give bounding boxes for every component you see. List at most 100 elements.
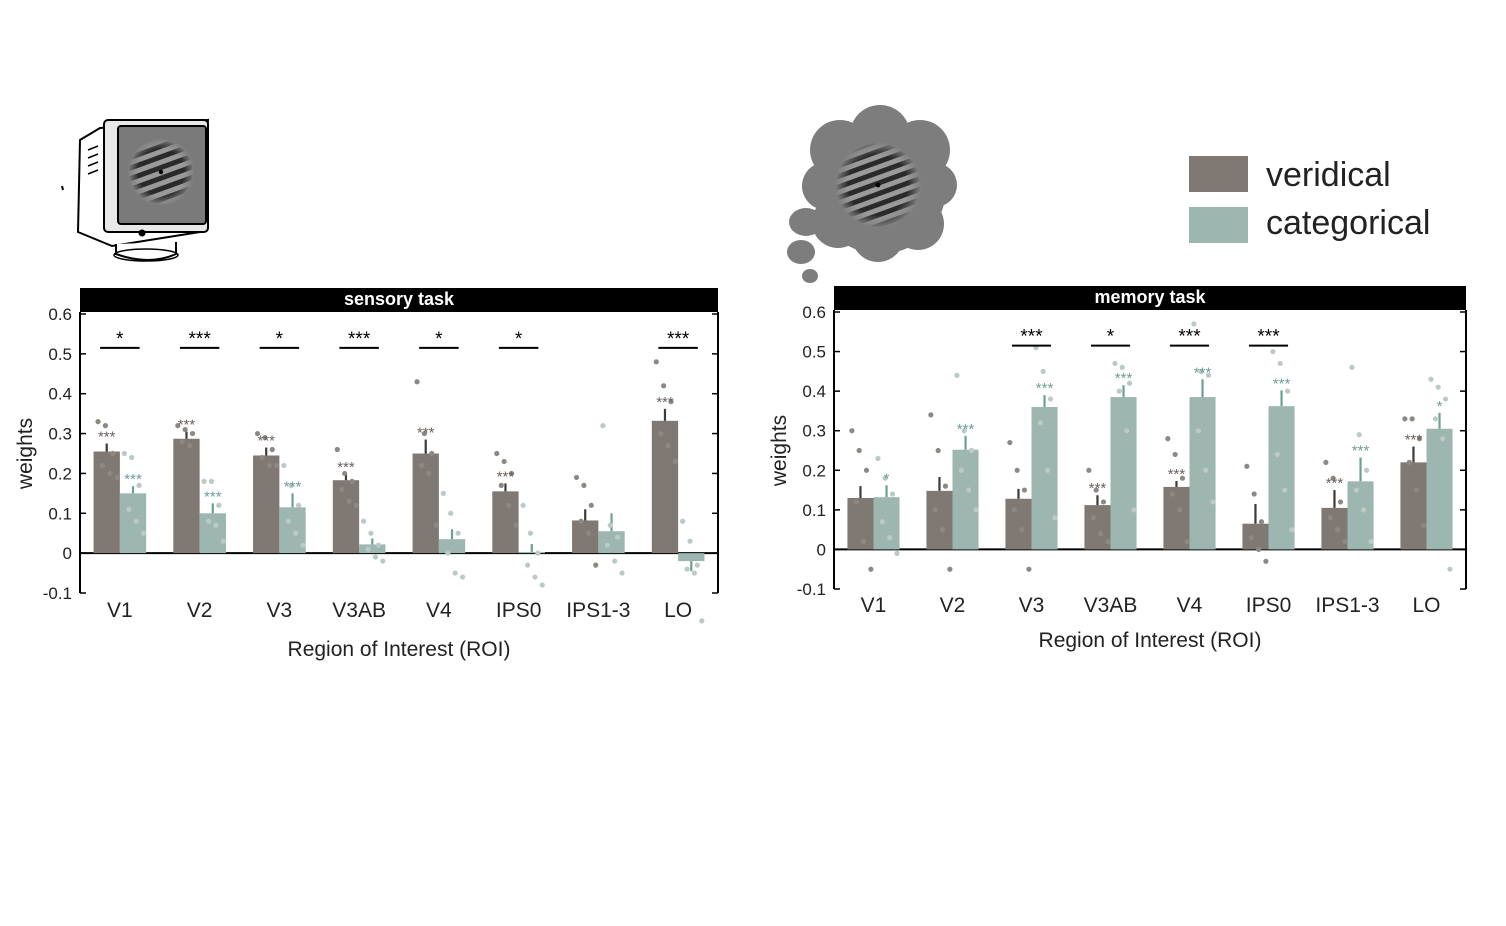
bar-veridical [93,451,120,554]
data-point-veridical [1258,519,1265,525]
data-point-categorical [958,467,964,473]
data-point-veridical [1334,527,1341,533]
data-point-categorical [875,455,881,462]
significance-stars-categorical: *** [1036,380,1054,397]
data-point-categorical [954,372,960,378]
x-axis-label: Region of Interest (ROI) [1039,629,1262,652]
data-point-categorical [1282,487,1288,493]
data-point-veridical [339,486,345,492]
data-point-veridical [1014,467,1020,473]
data-point-veridical [187,442,193,449]
y-tick-label: 0.6 [48,305,72,324]
data-point-veridical [179,438,185,445]
y-tick-label: 0.5 [802,343,826,362]
data-point-categorical [679,518,686,524]
data-point-veridical [1416,436,1423,442]
data-point-veridical [274,462,280,469]
data-point-veridical [593,562,599,568]
data-point-veridical [259,454,265,461]
data-point-veridical [1327,515,1333,521]
x-axis-label: Region of Interest (ROI) [288,638,511,661]
data-point-categorical [887,534,893,541]
significance-stars-veridical: *** [337,459,355,476]
comparison-stars: *** [189,329,212,350]
x-tick-label: IPS0 [1246,594,1292,617]
data-point-veridical [1409,416,1415,422]
data-point-categorical [1131,507,1137,513]
data-point-categorical [1274,451,1280,458]
bar-categorical [598,531,625,554]
x-tick-label: V4 [1177,594,1203,617]
data-point-categorical [1349,364,1355,370]
data-point-veridical [1255,546,1262,553]
y-tick-label: 0.4 [48,385,72,404]
data-point-veridical [334,446,340,453]
data-point-veridical [863,467,870,473]
data-point-veridical [1251,491,1257,497]
data-point-categorical [524,562,531,568]
comparison-stars: * [1107,327,1115,348]
y-tick-label: 0.5 [48,345,72,364]
bar-categorical [1426,428,1453,550]
x-tick-label: V4 [426,599,452,622]
data-point-veridical [868,566,874,572]
bar-veridical [1400,462,1427,550]
significance-stars-veridical: *** [1326,475,1344,492]
data-point-categorical [452,570,458,576]
data-point-categorical [1116,388,1122,394]
data-point-categorical [440,490,446,496]
data-point-categorical [445,550,451,556]
data-point-categorical [1289,527,1295,533]
comparison-stars: *** [1020,327,1043,348]
title-bar [834,286,1466,310]
x-tick-label: IPS1-3 [1315,594,1379,617]
bar-categorical [1031,406,1058,550]
bar-categorical [873,497,900,550]
data-point-veridical [1097,531,1104,537]
comparison-stars: * [276,329,284,350]
data-point-veridical [932,507,938,513]
data-point-veridical [99,462,106,469]
significance-stars-veridical: *** [656,394,674,411]
comparison-stars: *** [667,329,690,350]
data-point-categorical [213,522,219,528]
data-point-veridical [653,359,659,365]
data-point-veridical [266,462,272,469]
bar-categorical [1110,397,1137,550]
data-point-veridical [421,430,428,437]
data-point-veridical [1026,566,1032,572]
data-point-categorical [121,450,127,457]
x-tick-label: V3 [1019,594,1045,617]
y-tick-label: 0 [63,544,72,563]
bar-categorical [518,551,545,554]
data-point-categorical [300,542,306,548]
data-point-veridical [1184,538,1190,545]
bar-veridical [492,491,519,554]
comparison-stars: * [435,329,443,350]
data-point-veridical [665,442,671,449]
significance-stars-categorical: *** [1273,375,1291,392]
data-point-veridical [1179,475,1186,481]
data-point-veridical [573,474,580,481]
data-point-categorical [1047,396,1054,402]
data-point-categorical [1040,368,1046,374]
crt-monitor-grating-icon [61,118,210,262]
data-point-veridical [853,499,859,505]
significance-stars-veridical: *** [497,468,515,485]
significance-stars-veridical: *** [178,417,196,434]
y-tick-label: 0.2 [48,464,72,483]
chart-title: memory task [1094,287,1206,307]
data-point-veridical [935,447,941,454]
y-tick-label: 0.3 [48,425,72,444]
data-point-veridical [1018,527,1025,533]
data-point-categorical [532,574,538,580]
data-point-categorical [973,507,979,513]
data-point-categorical [1045,467,1051,473]
data-point-categorical [285,518,291,524]
data-point-categorical [600,423,606,429]
data-point-categorical [539,582,545,588]
data-point-categorical [1356,432,1362,438]
data-point-categorical [527,530,534,536]
data-point-categorical [520,502,526,508]
data-point-categorical [220,538,226,544]
